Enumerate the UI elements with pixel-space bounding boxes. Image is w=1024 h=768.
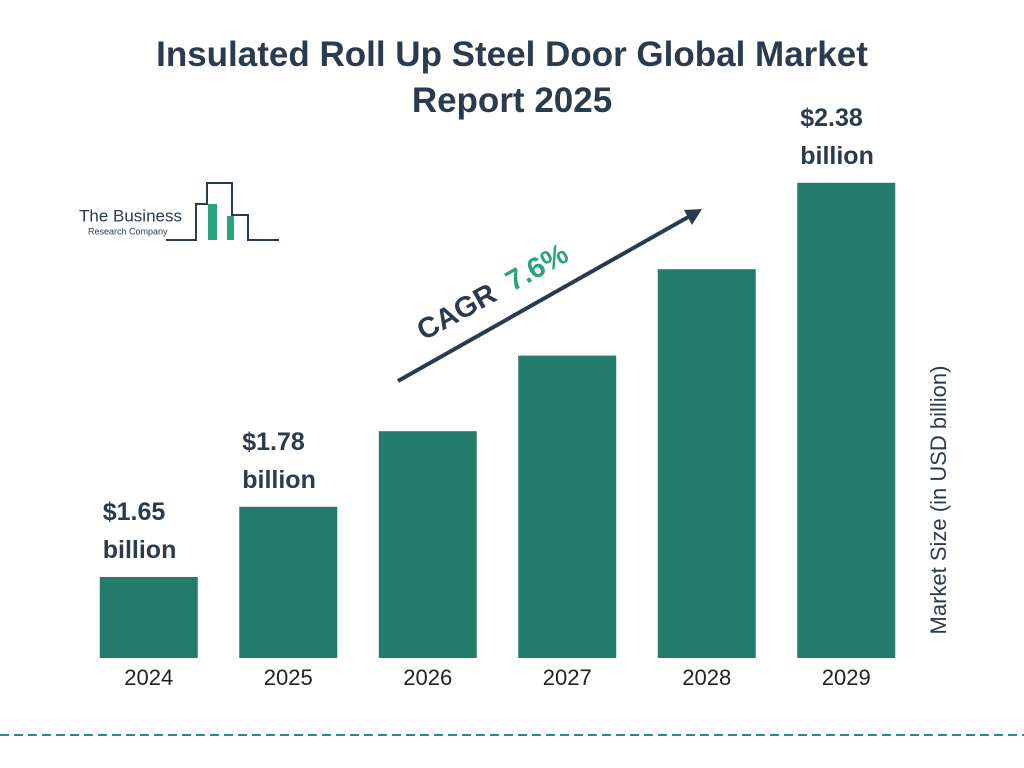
- logo-text: The Business: [79, 206, 182, 225]
- bar: [518, 355, 617, 658]
- bar: [657, 269, 756, 658]
- x-tick-label: 2026: [403, 665, 452, 690]
- logo-bar: [208, 204, 217, 240]
- bar: [378, 431, 477, 658]
- bar: [239, 506, 338, 658]
- chart-title: Insulated Roll Up Steel Door Global Mark…: [156, 35, 868, 120]
- value-label: $1.65 billion: [102, 498, 177, 564]
- value-label: $2.38 billion: [800, 103, 874, 170]
- x-tick-label: 2029: [822, 665, 871, 690]
- cagr-arrowhead: [684, 209, 702, 225]
- bar: [797, 182, 896, 659]
- y-axis-label: Market Size (in USD billion): [926, 366, 951, 635]
- cagr-annotation: CAGR 7.6%: [412, 237, 574, 346]
- logo-outline: [166, 182, 279, 241]
- x-tick-label: 2025: [264, 665, 313, 690]
- x-tick-label: 2027: [543, 665, 592, 690]
- bar: [99, 577, 198, 658]
- logo: The Business Research Company: [79, 182, 279, 241]
- x-tick-label: 2024: [124, 665, 173, 690]
- logo-bar: [227, 216, 234, 240]
- logo-subtext: Research Company: [88, 226, 168, 236]
- x-tick-label: 2028: [682, 665, 731, 690]
- cagr-label: CAGR: [412, 277, 502, 346]
- value-label: $1.78 billion: [242, 427, 316, 494]
- cagr-arrow: [397, 214, 691, 383]
